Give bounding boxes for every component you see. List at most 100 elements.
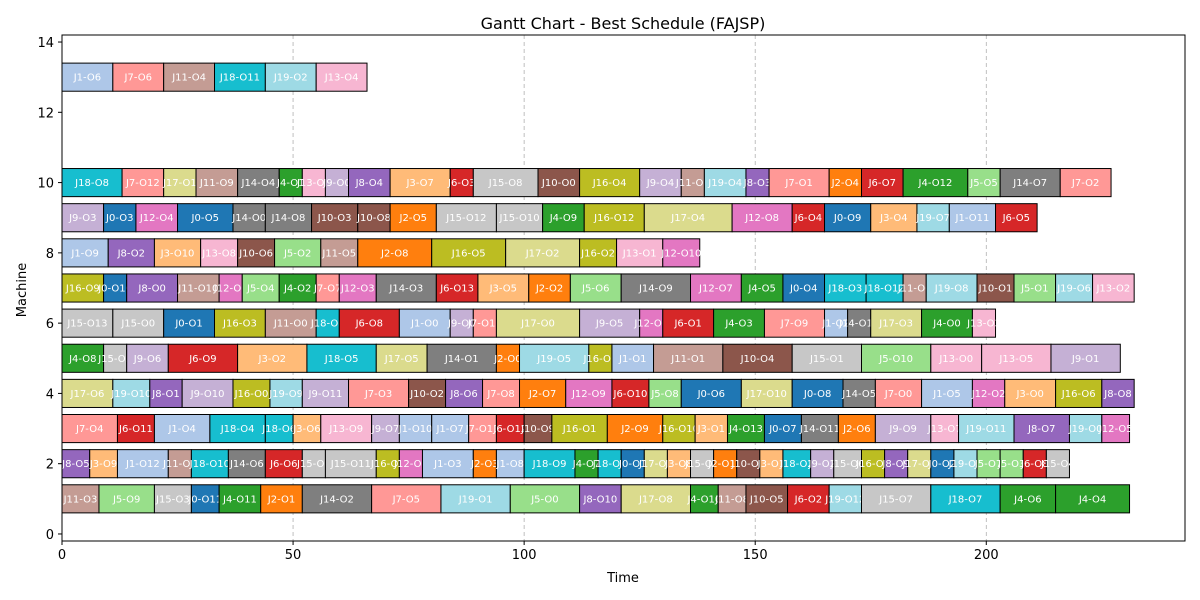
task-bar-rect: [61, 449, 91, 479]
task-bar-rect: [301, 378, 350, 408]
task-label: J19-O6: [1056, 284, 1091, 295]
task-bar: J4-O5: [740, 273, 784, 303]
task-label: J6-O12: [492, 424, 527, 435]
task-bar-rect: [472, 168, 539, 198]
task-label: J3-O10: [160, 248, 195, 259]
task-label: J6-O3: [447, 178, 475, 189]
task-bar-rect: [583, 203, 645, 233]
task-bar: J17-O4: [643, 203, 733, 233]
task-label: J14-O5: [841, 389, 876, 400]
task-label: J11-O7: [162, 459, 197, 470]
task-label: J9-O2: [808, 459, 836, 470]
task-label: J18-O9: [532, 459, 567, 470]
task-bar-rect: [976, 273, 1015, 303]
task-label: J7-O0: [884, 389, 912, 400]
task-label: J14-O9: [638, 284, 673, 295]
task-bar: J18-O10: [189, 449, 230, 479]
y-tick-label: 12: [37, 106, 54, 121]
task-bar: J16-O10: [658, 414, 699, 444]
task-label: J16-O8: [855, 459, 890, 470]
task-label: J17-O1: [162, 178, 197, 189]
task-bar: J17-O5: [375, 343, 428, 373]
task-label: J10-O2: [409, 389, 444, 400]
task-label: J11-O5: [321, 248, 356, 259]
task-bar-rect: [241, 273, 280, 303]
task-bar-rect: [722, 343, 793, 373]
task-bar: J13-O9: [320, 414, 373, 444]
task-label: J14-O8: [271, 213, 306, 224]
task-bar: J18-O4: [209, 414, 266, 444]
task-bar: J12-O4: [135, 203, 179, 233]
task-bar-rect: [1004, 378, 1057, 408]
y-tick-label: 10: [37, 177, 54, 192]
task-label: J1-O7: [435, 424, 463, 435]
task-bar-rect: [107, 238, 155, 268]
task-bar-rect: [620, 273, 692, 303]
task-bar: J12-O9: [565, 378, 613, 408]
task-bar: J14-O8: [264, 203, 313, 233]
task-label: J15-O12: [445, 213, 486, 224]
task-label: J13-O4: [324, 73, 359, 84]
task-bar: J2-O6: [837, 414, 876, 444]
task-bar: J1-O1: [611, 343, 655, 373]
task-bar-rect: [763, 308, 826, 338]
task-bar: J5-O8: [648, 378, 682, 408]
task-bar-rect: [375, 343, 428, 373]
task-bar: J19-O11: [958, 414, 1015, 444]
task-bar: J13-O2: [1092, 273, 1135, 303]
task-bar-rect: [528, 273, 571, 303]
task-label: J3-O6: [292, 424, 320, 435]
task-bar-rect: [579, 308, 641, 338]
task-label: J6-O9: [188, 354, 216, 365]
task-bar-rect: [713, 308, 765, 338]
task-label: J4-O3: [724, 319, 752, 330]
x-tick-label: 200: [974, 548, 999, 563]
task-bar-rect: [690, 484, 719, 514]
task-bar-rect: [653, 343, 724, 373]
task-label: J2-O8: [380, 248, 408, 259]
task-label: J1-O1: [618, 354, 646, 365]
task-bar: J1-O3: [421, 449, 474, 479]
task-label: J17-O3: [878, 319, 913, 330]
task-label: J0-O1: [618, 459, 646, 470]
task-bar-rect: [828, 168, 863, 198]
task-label: J8-O1: [151, 389, 179, 400]
task-bar-rect: [177, 273, 220, 303]
task-bar-rect: [791, 343, 863, 373]
task-label: J15-O5: [97, 354, 132, 365]
task-bar: J8-O1: [149, 378, 183, 408]
task-label: J2-O4: [831, 178, 859, 189]
task-bar: J1-O9: [61, 238, 109, 268]
task-bar: J10-O9: [520, 414, 555, 444]
task-bar-rect: [833, 449, 863, 479]
task-label: J4-O1: [276, 178, 304, 189]
task-label: J4-O12: [918, 178, 953, 189]
task-bar: J13-O7: [927, 414, 962, 444]
task-bar-rect: [181, 378, 234, 408]
task-bar: J16-O1: [370, 449, 405, 479]
task-bar-rect: [121, 168, 165, 198]
task-bar-rect: [320, 238, 359, 268]
task-bar: J18-O1: [310, 308, 345, 338]
task-label: J1-O2: [821, 319, 849, 330]
task-bar-rect: [662, 414, 696, 444]
task-bar-rect: [824, 273, 867, 303]
task-bar-rect: [606, 414, 664, 444]
task-bar: J3-O1: [694, 414, 728, 444]
task-bar: J14-O1: [426, 343, 497, 373]
task-label: J16-O4: [592, 178, 627, 189]
task-bar: J15-O10: [495, 203, 544, 233]
task-label: J15-O9: [684, 459, 719, 470]
task-bar: J4-O6: [999, 484, 1057, 514]
task-bar-rect: [190, 449, 229, 479]
task-label: J5-O2: [283, 248, 311, 259]
task-bar: J10-O0: [537, 168, 581, 198]
task-label: J1-O9: [70, 248, 98, 259]
task-bar: J18-O9: [523, 449, 576, 479]
task-bar: J7-O2: [1059, 168, 1112, 198]
task-label: J2-O3: [470, 459, 498, 470]
task-label: J10-O9: [730, 459, 765, 470]
task-bar-rect: [61, 273, 105, 303]
task-label: J8-O8: [1103, 389, 1131, 400]
task-label: J1-O3: [433, 459, 461, 470]
